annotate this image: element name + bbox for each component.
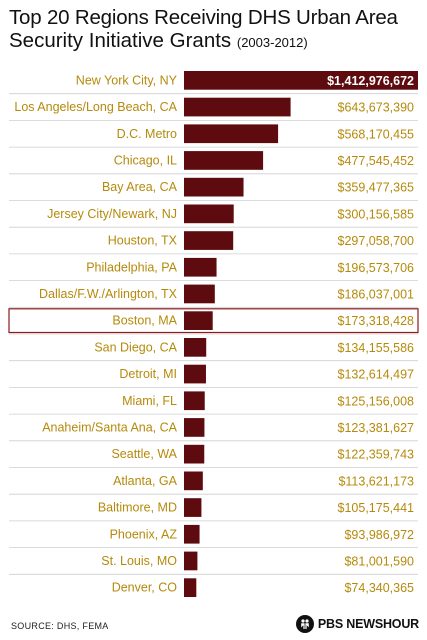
bar: [184, 418, 205, 437]
category-label: Detroit, MI: [119, 367, 177, 381]
value-label: $93,986,972: [344, 528, 414, 542]
value-label: $132,614,497: [338, 368, 415, 382]
bar: [184, 471, 203, 491]
category-label: Chicago, IL: [114, 153, 177, 167]
chart-title: Top 20 Regions Receiving DHS Urban Area …: [9, 6, 419, 54]
bar: [184, 124, 279, 144]
bar: [184, 311, 213, 330]
bar: [184, 364, 206, 384]
highlight-box: [8, 308, 419, 334]
value-label: $643,673,390: [338, 101, 415, 115]
value-label: $477,545,452: [338, 154, 415, 168]
pbs-logo-icon: [295, 615, 314, 633]
value-label: $173,318,428: [338, 314, 415, 328]
bar: [184, 177, 244, 197]
category-label: Seattle, WA: [111, 447, 177, 461]
value-label: $74,340,365: [344, 581, 414, 595]
value-label: $81,001,590: [344, 554, 414, 568]
category-label: D.C. Metro: [117, 127, 177, 141]
category-label: Baltimore, MD: [98, 501, 177, 515]
category-label: Miami, FL: [122, 394, 177, 408]
category-label: Jersey City/Newark, NJ: [47, 207, 177, 221]
value-label: $113,621,173: [338, 474, 414, 488]
category-label: Houston, TX: [108, 234, 178, 248]
bar: [184, 231, 234, 250]
category-label: Los Angeles/Long Beach, CA: [14, 100, 177, 114]
value-label: $196,573,706: [338, 261, 415, 275]
value-label: $123,381,627: [338, 421, 415, 435]
bar-chart: New York City, NY $1,412,976,672 Los Angel…: [8, 71, 419, 597]
value-label: $300,156,585: [338, 207, 415, 221]
title-line-2: Security Initiative Grants: [9, 29, 232, 52]
bar: [184, 524, 200, 544]
value-label: $125,156,008: [338, 394, 415, 408]
value-label: $1,412,976,672: [327, 74, 414, 88]
category-label: Dallas/F.W./Arlington, TX: [39, 287, 178, 301]
value-label: $105,175,441: [338, 501, 415, 515]
bar: [184, 97, 291, 117]
bar: [184, 204, 234, 224]
category-label: Atlanta, GA: [113, 474, 178, 488]
bar: [184, 578, 197, 597]
category-label: New York City, NY: [76, 73, 178, 87]
bar: [184, 338, 207, 357]
category-label: Phoenix, AZ: [110, 527, 178, 541]
category-label: St. Louis, MO: [101, 554, 177, 568]
title-line-2-wrap: Security Initiative Grants (2003-2012): [9, 29, 419, 54]
value-label: $134,155,586: [338, 341, 415, 355]
value-label: $297,058,700: [338, 234, 415, 248]
source-note: SOURCE: DHS, FEMA: [11, 621, 109, 631]
value-label: $568,170,455: [338, 127, 415, 141]
bar: [184, 71, 418, 90]
bar: [184, 257, 217, 277]
title-years: (2003-2012): [236, 35, 308, 50]
value-label: $359,477,365: [338, 181, 415, 195]
bar: [184, 391, 205, 411]
brand-mark: PBS NEWSHOUR: [295, 614, 419, 634]
category-label: Philadelphia, PA: [86, 260, 177, 274]
bar: [184, 151, 264, 170]
bar: [184, 498, 202, 517]
category-label: San Diego, CA: [94, 340, 177, 354]
title-line-1: Top 20 Regions Receiving DHS Urban Area: [9, 6, 398, 29]
value-label: $186,037,001: [338, 287, 415, 301]
category-label: Boston, MA: [112, 314, 177, 328]
category-label: Bay Area, CA: [102, 180, 178, 194]
bar: [184, 551, 198, 571]
value-label: $122,359,743: [338, 448, 415, 462]
category-label: Denver, CO: [112, 581, 178, 595]
category-label: Anaheim/Santa Ana, CA: [42, 420, 177, 434]
brand-name: PBS NEWSHOUR: [317, 617, 419, 631]
bar: [184, 284, 215, 304]
bar: [184, 444, 205, 464]
